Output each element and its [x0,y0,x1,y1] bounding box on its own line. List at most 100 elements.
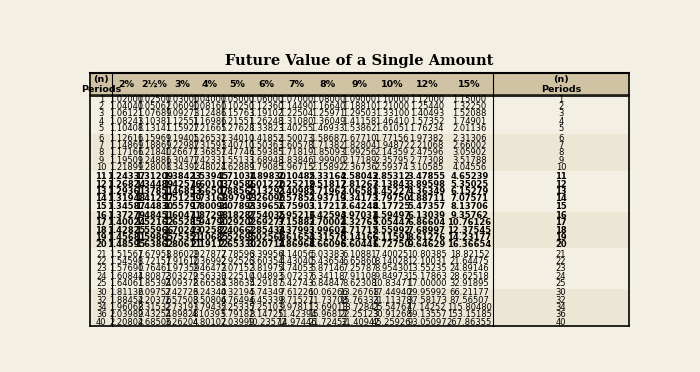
Text: 1.31593: 1.31593 [192,141,227,150]
Text: 1.96068: 1.96068 [109,303,144,312]
Text: 1.48024: 1.48024 [193,163,226,172]
Text: 1.46933: 1.46933 [311,124,345,133]
Text: 1.80094: 1.80094 [190,202,228,211]
Text: 13.55235: 13.55235 [407,264,447,273]
Text: 3.39956: 3.39956 [249,250,284,259]
Text: 1.37279: 1.37279 [107,211,146,220]
Text: 1.14869: 1.14869 [109,141,144,150]
Text: 1.07000: 1.07000 [279,95,314,104]
Text: 5.60441: 5.60441 [340,240,379,249]
Text: 59.13557: 59.13557 [407,310,447,320]
Text: 3.20714: 3.20714 [248,240,286,249]
Text: 19: 19 [555,233,567,242]
Text: 2.31306: 2.31306 [452,134,486,142]
Text: 5.07237: 5.07237 [279,272,314,281]
Text: 13: 13 [555,187,567,196]
Text: 1.63862: 1.63862 [135,240,174,249]
Text: 2.07893: 2.07893 [218,202,256,211]
Text: 1.02500: 1.02500 [137,95,172,104]
Text: 1.31209: 1.31209 [135,172,174,181]
Text: 1.41852: 1.41852 [249,134,284,142]
Text: 4.32763: 4.32763 [340,218,379,227]
Text: 1.34010: 1.34010 [220,134,255,142]
Text: 8.95430: 8.95430 [374,264,409,273]
Text: 9: 9 [559,155,564,164]
Text: 4.04893: 4.04893 [249,272,284,281]
Text: 3.38635: 3.38635 [220,279,255,288]
Text: 7: 7 [99,141,104,150]
Text: 1.33823: 1.33823 [249,124,284,133]
Text: 1.34587: 1.34587 [107,202,146,211]
Text: 1.73168: 1.73168 [190,194,228,203]
Text: 4.88711: 4.88711 [408,194,446,203]
Text: 1.51567: 1.51567 [109,250,144,259]
Text: 14: 14 [95,194,107,203]
Text: 1.55966: 1.55966 [135,226,174,235]
Text: 1.38423: 1.38423 [163,172,201,181]
Bar [90,227,629,234]
Text: 15.76333: 15.76333 [340,296,379,305]
Text: 1.54598: 1.54598 [109,257,144,266]
Text: 1.76461: 1.76461 [137,264,172,273]
Text: 15: 15 [95,202,107,211]
Text: 1.83846: 1.83846 [279,155,314,164]
Text: 9.64629: 9.64629 [407,240,446,249]
Text: 5.42743: 5.42743 [279,279,314,288]
Text: 32.91895: 32.91895 [449,279,489,288]
Text: 10%: 10% [381,80,403,89]
Text: 2%: 2% [118,80,134,89]
Text: 1.82804: 1.82804 [342,141,377,150]
Text: 1.85093: 1.85093 [311,148,345,157]
Text: 24: 24 [96,272,106,281]
Text: 12.10031: 12.10031 [407,257,447,266]
Text: 1.79586: 1.79586 [218,180,257,189]
Text: 8.71527: 8.71527 [279,296,314,305]
Text: 1.04040: 1.04040 [109,102,144,111]
Text: 1.89830: 1.89830 [248,172,286,181]
Text: 5.79182: 5.79182 [220,310,255,320]
Text: 12: 12 [555,180,567,189]
Text: 3.02560: 3.02560 [248,233,286,242]
Bar [90,304,629,311]
Text: 3.86968: 3.86968 [278,240,316,249]
Bar [90,234,629,241]
Text: 4.71712: 4.71712 [340,226,379,235]
Text: 2.95216: 2.95216 [277,211,316,220]
Text: 1.19405: 1.19405 [164,134,199,142]
Text: 1.32250: 1.32250 [452,102,486,111]
Text: 15.96817: 15.96817 [308,310,348,320]
Text: 1.77156: 1.77156 [374,134,409,142]
Text: 1.70243: 1.70243 [163,226,201,235]
Text: 3.99602: 3.99602 [309,226,346,235]
Text: 1.60103: 1.60103 [190,180,228,189]
Text: 3.24340: 3.24340 [192,288,227,297]
Text: 1.28008: 1.28008 [137,163,172,172]
Text: 1.29503: 1.29503 [342,109,377,119]
Text: 11.42394: 11.42394 [277,310,316,320]
Text: 1.65285: 1.65285 [162,218,201,227]
Text: 6.72750: 6.72750 [373,240,411,249]
Text: 14.97446: 14.97446 [276,318,316,327]
Text: 1.15000: 1.15000 [452,95,486,104]
Text: 1.06090: 1.06090 [164,102,199,111]
Text: 25.54767: 25.54767 [372,303,412,312]
Bar [90,149,629,156]
Text: 2.52695: 2.52695 [218,233,257,242]
Text: 1.07689: 1.07689 [137,109,172,119]
Text: 1.09273: 1.09273 [164,109,199,119]
Text: 2.85312: 2.85312 [372,172,411,181]
Text: 2.66002: 2.66002 [452,141,486,150]
Text: 1.80873: 1.80873 [137,272,172,281]
Text: 21.11378: 21.11378 [372,296,412,305]
Text: 1.97382: 1.97382 [410,134,444,142]
Text: 3.79750: 3.79750 [373,194,411,203]
Text: 2.75903: 2.75903 [278,202,316,211]
Text: 1.05000: 1.05000 [220,95,255,104]
Text: 1.10000: 1.10000 [374,95,409,104]
Text: 4.17725: 4.17725 [372,202,411,211]
Text: 1: 1 [559,95,564,104]
Text: 1.15927: 1.15927 [164,124,199,133]
Text: 31.40942: 31.40942 [340,318,379,327]
Text: 9.84973: 9.84973 [374,272,409,281]
Text: 6.11591: 6.11591 [372,233,411,242]
